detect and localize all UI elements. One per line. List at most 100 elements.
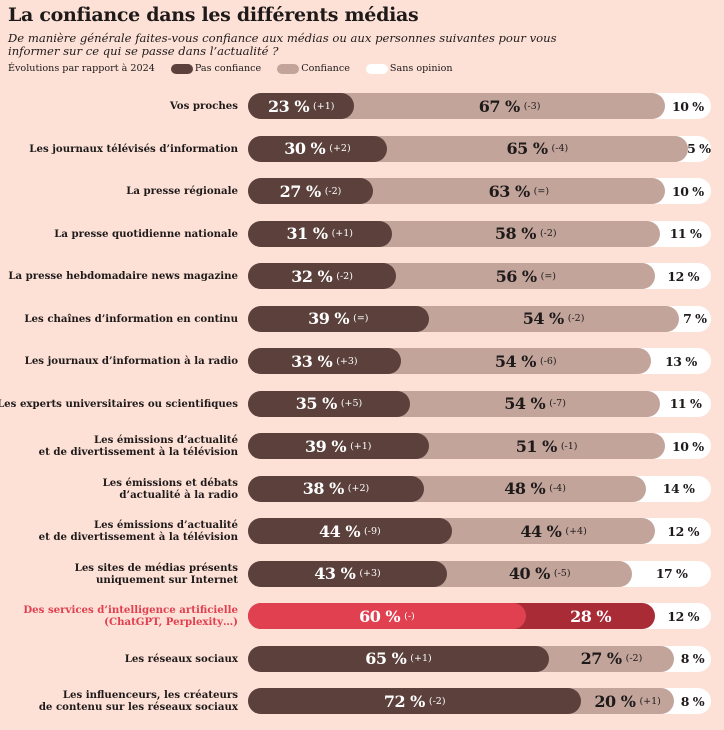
bar-pas-confiance bbox=[248, 645, 549, 672]
value-confiance: 20 % (+1) bbox=[594, 691, 661, 711]
value-confiance: 51 % (-1) bbox=[515, 436, 578, 456]
bar-pas-confiance bbox=[248, 135, 387, 162]
legend-label: Pas confiance bbox=[194, 63, 262, 74]
value-pas-confiance: 33 % (+3) bbox=[291, 351, 358, 371]
value-confiance: 56 % (=) bbox=[495, 266, 556, 286]
bar-pas-confiance bbox=[248, 475, 424, 502]
value-pas-confiance: 27 % (-2) bbox=[279, 181, 342, 201]
value-pas-confiance: 35 % (+5) bbox=[295, 394, 363, 413]
value-sans-opinion: 7 % bbox=[683, 311, 707, 326]
bar-pas-confiance bbox=[248, 688, 582, 714]
value-sans-opinion: 5 % bbox=[687, 141, 711, 156]
value-sans-opinion: 11 % bbox=[669, 396, 702, 411]
row-label: Les émissions et débats d’actualité à la … bbox=[102, 476, 238, 501]
bar-row: Les experts universitaires ou scientifiq… bbox=[0, 390, 724, 417]
bar-pas-confiance bbox=[248, 390, 411, 417]
value-confiance: 28 % bbox=[570, 606, 612, 626]
legend-swatch-confiance bbox=[277, 63, 300, 74]
row-label: La presse quotidienne nationale bbox=[54, 227, 238, 240]
bar-row: Des services d’intelligence artificielle… bbox=[0, 603, 724, 629]
chart-subtitle: De manière générale faites-vous confianc… bbox=[8, 31, 557, 58]
value-sans-opinion: 13 % bbox=[665, 353, 697, 369]
value-sans-opinion: 10 % bbox=[672, 98, 704, 114]
bar-row: Les émissions d’actualité et de divertiss… bbox=[0, 518, 724, 544]
bar-pas-confiance bbox=[248, 220, 392, 247]
legend-swatch-sans-opinion bbox=[365, 63, 388, 74]
row-label: Les émissions d’actualité et de divertiss… bbox=[38, 519, 238, 543]
bar-pas-confiance bbox=[248, 603, 526, 629]
value-pas-confiance: 38 % (+2) bbox=[302, 479, 370, 498]
legend-label: Sans opinion bbox=[389, 63, 453, 74]
value-pas-confiance: 31 % (+1) bbox=[286, 224, 353, 243]
row-label: Les sites de médias présents uniquement s… bbox=[74, 561, 238, 586]
bar-row: Les influenceurs, les créateurs de conten… bbox=[0, 688, 724, 714]
bar-row: La presse régionale 27 % (-2) 63 % (=) 10 % bbox=[0, 178, 724, 204]
bar-pas-confiance bbox=[248, 518, 452, 544]
value-confiance: 27 % (-2) bbox=[580, 649, 643, 668]
value-pas-confiance: 39 % (=) bbox=[308, 309, 369, 328]
value-confiance: 54 % (-7) bbox=[504, 394, 566, 413]
value-pas-confiance: 72 % (-2) bbox=[383, 691, 446, 711]
row-label: Les journaux télévisés d’information bbox=[29, 142, 238, 155]
bar-row: Les émissions d’actualité et de divertiss… bbox=[0, 433, 724, 459]
value-confiance: 54 % (-2) bbox=[522, 309, 585, 328]
bar-row: La presse quotidienne nationale 31 % (+1) 5… bbox=[0, 220, 724, 247]
bar-row: Vos proches 23 % (+1) 67 % (-3) 10 % bbox=[0, 93, 724, 119]
value-pas-confiance: 44 % (-9) bbox=[319, 521, 381, 541]
value-sans-opinion: 12 % bbox=[667, 268, 700, 284]
value-sans-opinion: 10 % bbox=[672, 183, 704, 199]
value-confiance: 40 % (-5) bbox=[508, 564, 571, 583]
bar-row: Les journaux télévisés d’information 30 %… bbox=[0, 135, 724, 162]
bar-row: Les émissions et débats d’actualité à la … bbox=[0, 475, 724, 502]
bar-row: Les chaînes d’information en continu 39 %… bbox=[0, 305, 724, 332]
value-pas-confiance: 39 % (+1) bbox=[305, 436, 372, 456]
bar-row: La presse hebdomadaire news magazine 32 %… bbox=[0, 263, 724, 289]
bar-pas-confiance bbox=[248, 178, 373, 204]
value-confiance: 63 % (=) bbox=[488, 181, 550, 201]
row-label: Des services d’intelligence artificielle… bbox=[23, 604, 238, 628]
value-confiance: 67 % (-3) bbox=[478, 96, 541, 116]
value-sans-opinion: 12 % bbox=[667, 523, 700, 539]
value-pas-confiance: 60 % (-) bbox=[359, 606, 415, 626]
value-pas-confiance: 43 % (+3) bbox=[314, 564, 381, 583]
row-label: La presse régionale bbox=[126, 185, 238, 197]
row-label: Vos proches bbox=[169, 100, 238, 112]
value-sans-opinion: 17 % bbox=[655, 566, 688, 581]
legend-swatch-pas-confiance bbox=[170, 63, 193, 74]
value-pas-confiance: 23 % (+1) bbox=[268, 96, 335, 116]
bar-row: Les journaux d’information à la radio 33 … bbox=[0, 348, 724, 374]
row-label: Les experts universitaires ou scientifiq… bbox=[0, 397, 238, 410]
bar-pas-confiance bbox=[248, 433, 429, 459]
value-sans-opinion: 10 % bbox=[672, 438, 704, 454]
value-confiance: 44 % (+4) bbox=[520, 521, 587, 541]
value-pas-confiance: 32 % (-2) bbox=[291, 266, 353, 286]
legend: Évolutions par rapport à 2024 Pas confia… bbox=[8, 63, 453, 74]
bar-pas-confiance bbox=[248, 348, 401, 374]
legend-label: Confiance bbox=[301, 63, 350, 74]
bar-row: Les réseaux sociaux 65 % (+1) 27 % (-2) 8 % bbox=[0, 645, 724, 672]
value-confiance: 54 % (-6) bbox=[494, 351, 557, 371]
value-confiance: 48 % (-4) bbox=[504, 479, 566, 498]
value-sans-opinion: 8 % bbox=[680, 651, 705, 666]
row-label: Les réseaux sociaux bbox=[124, 652, 238, 665]
row-label: Les émissions d’actualité et de divertiss… bbox=[38, 434, 238, 458]
chart-title: La confiance dans les différents médias bbox=[8, 4, 419, 26]
value-sans-opinion: 14 % bbox=[662, 481, 695, 496]
bar-pas-confiance bbox=[248, 93, 355, 119]
row-label: La presse hebdomadaire news magazine bbox=[8, 270, 238, 282]
value-pas-confiance: 65 % (+1) bbox=[365, 649, 432, 668]
value-confiance: 65 % (-4) bbox=[506, 139, 569, 158]
value-confiance: 58 % (-2) bbox=[494, 224, 557, 243]
value-pas-confiance: 30 % (+2) bbox=[284, 139, 351, 158]
row-label: Les journaux d’information à la radio bbox=[24, 355, 238, 367]
value-sans-opinion: 11 % bbox=[669, 226, 702, 241]
bar-pas-confiance bbox=[248, 560, 448, 587]
bar-pas-confiance bbox=[248, 305, 429, 332]
bar-pas-confiance bbox=[248, 263, 397, 289]
row-label: Les influenceurs, les créateurs de conten… bbox=[38, 689, 238, 713]
value-sans-opinion: 12 % bbox=[667, 608, 700, 624]
legend-note: Évolutions par rapport à 2024 bbox=[8, 63, 155, 74]
bar-row: Les sites de médias présents uniquement s… bbox=[0, 560, 724, 587]
value-sans-opinion: 8 % bbox=[680, 693, 705, 709]
